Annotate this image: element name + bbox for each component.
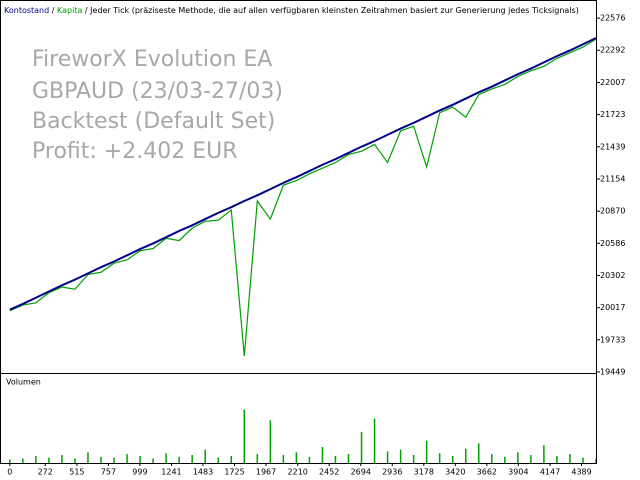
annotation: Profit: +2.402 EUR — [32, 139, 238, 164]
x-tick-label: 2210 — [288, 468, 308, 477]
x-tick-label: 4147 — [540, 468, 560, 477]
y-tick-label: 21154 — [600, 175, 625, 184]
y-tick-label: 22292 — [600, 46, 625, 55]
x-tick-label: 2936 — [382, 468, 402, 477]
annotation: Backtest (Default Set) — [32, 109, 275, 134]
y-tick-label: 21439 — [600, 142, 625, 151]
legend-equity: Kapita — [57, 6, 82, 15]
x-tick-label: 1725 — [224, 468, 244, 477]
volume-label: Volumen — [6, 378, 41, 387]
legend-balance: Kontostand — [4, 6, 49, 15]
x-tick-label: 272 — [38, 468, 53, 477]
x-tick-label: 515 — [69, 468, 84, 477]
y-tick-label: 22576 — [600, 14, 625, 23]
x-tick-label: 1483 — [193, 468, 213, 477]
y-tick-label: 21723 — [600, 110, 625, 119]
balance-line — [9, 37, 597, 311]
x-tick-label: 3662 — [477, 468, 497, 477]
volume-frame — [0, 373, 597, 464]
x-tick-label: 2694 — [351, 468, 371, 477]
x-tick-label: 4389 — [571, 468, 591, 477]
y-tick-label: 19449 — [600, 367, 625, 376]
x-tick-label: 2452 — [319, 468, 339, 477]
equity-line — [9, 38, 597, 357]
x-tick-label: 3904 — [508, 468, 528, 477]
x-tick-label: 1241 — [161, 468, 181, 477]
y-tick-label: 19733 — [600, 335, 625, 344]
legend-subtitle: Jeder Tick (präziseste Methode, die auf … — [89, 6, 579, 15]
y-tick-label: 20586 — [600, 239, 625, 248]
x-tick-label: 3420 — [445, 468, 465, 477]
annotation: GBPAUD (23/03-27/03) — [32, 79, 283, 104]
x-tick-label: 757 — [101, 468, 116, 477]
y-tick-label: 20017 — [600, 303, 625, 312]
x-tick-label: 999 — [132, 468, 147, 477]
legend: Kontostand / Kapita / Jeder Tick (präzis… — [4, 6, 579, 15]
x-tick-label: 0 — [7, 468, 12, 477]
x-tick-label: 1967 — [256, 468, 276, 477]
legend-separator: / — [52, 6, 55, 15]
x-tick-label: 3178 — [414, 468, 434, 477]
y-tick-label: 20302 — [600, 271, 625, 280]
y-tick-label: 20870 — [600, 207, 625, 216]
legend-separator: / — [85, 6, 88, 15]
y-tick-label: 22007 — [600, 78, 625, 87]
annotation: FireworX Evolution EA — [32, 47, 272, 72]
